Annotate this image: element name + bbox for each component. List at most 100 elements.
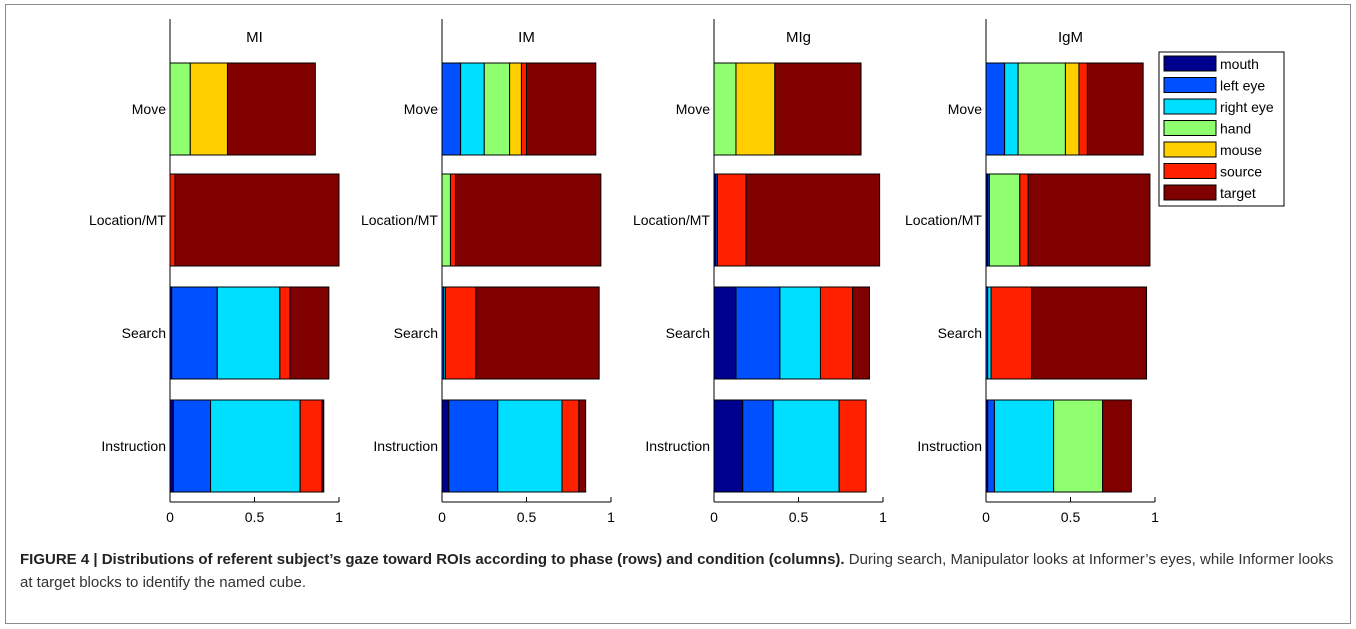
bar-segment-right-eye [772,399,840,493]
bar-segment-target [226,62,316,156]
legend-swatch [1163,120,1217,136]
legend-label: target [1220,185,1256,201]
bar-segment-target [745,173,881,267]
category-label: Instruction [101,438,166,454]
bar-segment-source [716,173,747,267]
x-tick-label: 0.5 [517,509,537,525]
bar-segment-left-eye [171,286,218,380]
bar-segment-mouth [713,286,737,380]
bar-segment-left-eye [742,399,774,493]
bar-segment-source [561,399,580,493]
category-label: Location/MT [89,212,166,228]
bar-segment-source [444,286,477,380]
bar-segment-mouse [1064,62,1080,156]
bar-segment-right-eye [987,286,992,380]
bar-segment-source [1078,62,1088,156]
legend-label: source [1220,164,1262,180]
bar-segment-left-eye [985,62,1006,156]
bar-segment-hand [713,62,737,156]
category-label: Instruction [917,438,982,454]
legend-label: right eye [1220,99,1274,115]
bar-segment-target [1027,173,1151,267]
bar-segment-target [1086,62,1144,156]
bar-segment-source [449,173,457,267]
bar-segment-hand [1053,399,1104,493]
bar-segment-hand [1017,62,1066,156]
x-tick-label: 1 [1151,509,1159,525]
bar-segment-left-eye [987,399,995,493]
legend-label: mouth [1220,56,1259,72]
bar-segment-right-eye [779,286,821,380]
bar-segment-target [852,286,870,380]
panel-title: MIg [786,29,811,46]
category-label: Instruction [373,438,438,454]
category-label: Search [394,325,438,341]
bar-segment-source [990,286,1033,380]
category-label: Instruction [645,438,710,454]
bar-segment-right-eye [993,399,1055,493]
category-label: Move [404,101,438,117]
bar-segment-target [526,62,597,156]
x-tick-label: 1 [879,509,887,525]
x-tick-label: 1 [335,509,343,525]
bar-segment-source [279,286,291,380]
legend-swatch [1163,184,1217,201]
legend-label: left eye [1220,78,1265,94]
bar-segment-mouse [509,62,522,156]
bar-segment-right-eye [497,399,563,493]
category-label: Search [938,325,982,341]
x-tick-label: 1 [607,509,615,525]
x-tick-label: 0 [166,509,174,525]
x-tick-label: 0.5 [789,509,809,525]
bar-segment-source [838,399,867,493]
panel-im: IM Move Location/MT Search Instruction 0 0.5 1 [361,19,615,525]
panel-igm: IgM Move Location/MT Search Instruction 0 0.5 1 [905,19,1159,525]
x-tick-label: 0 [438,509,446,525]
panel-mig: MIg Move Location/MT Search Instruction 0 0.5 1 [633,19,887,525]
category-label: Location/MT [633,212,710,228]
bar-segment-source [819,286,854,380]
figure-frame [5,4,1351,624]
category-label: Search [122,325,166,341]
bar-segment-left-eye [448,399,499,493]
bar-segment-target [475,286,600,380]
legend-swatch [1163,98,1217,115]
legend-label: mouse [1220,142,1262,158]
bar-segment-target [774,62,862,156]
bar-segment-target [174,173,340,267]
bar-segment-target [455,173,602,267]
bar-segment-source [299,399,323,493]
category-label: Move [948,101,982,117]
category-label: Location/MT [905,212,982,228]
panel-title: IM [518,29,535,46]
x-tick-label: 0 [710,509,718,525]
caption-text: During search, Manipulator looks at Info… [20,551,1334,591]
bar-segment-right-eye [216,286,281,380]
category-label: Location/MT [361,212,438,228]
legend-swatch [1163,77,1217,93]
panel-mi: MI Move Location/MT Search Instruction 0 0.5 1 [89,19,343,525]
bar-segment-right-eye [210,399,301,493]
bar-segment-left-eye [172,399,212,493]
legend-swatch [1163,55,1217,72]
bar-segment-mouth [713,399,744,493]
bar-segment-hand [988,173,1021,267]
panel-title: IgM [1058,29,1083,46]
x-tick-label: 0.5 [245,509,265,525]
bar-segment-mouth [441,399,450,493]
category-label: Move [132,101,166,117]
bar-segment-hand [441,173,451,267]
bar-segment-hand [169,62,191,156]
bar-segment-target [321,399,325,493]
bar-segment-target [1102,399,1132,493]
bar-segment-mouse [189,62,228,156]
category-label: Search [666,325,710,341]
legend: mouth left eye right eye hand mouse source tar… [1158,51,1285,207]
bar-segment-right-eye [1004,62,1019,156]
bar-segment-source [520,62,527,156]
bar-segment-left-eye [441,62,462,156]
bar-segment-hand [483,62,511,156]
legend-swatch [1163,141,1217,158]
bar-segment-target [289,286,330,380]
legend-label: hand [1220,121,1251,137]
